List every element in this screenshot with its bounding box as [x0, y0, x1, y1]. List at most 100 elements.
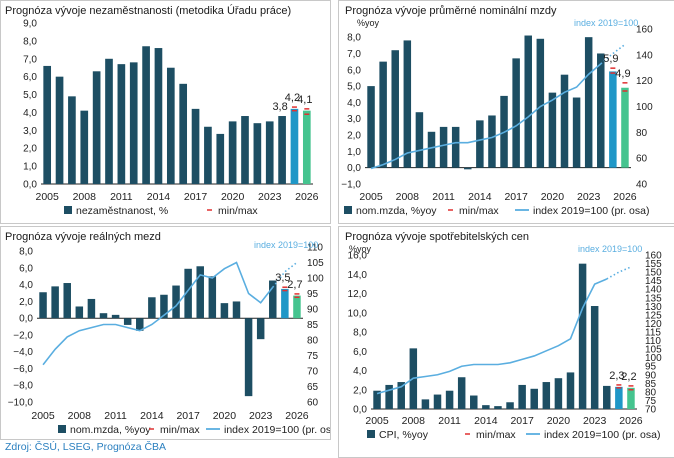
- legend-label: nom.mzda, %yoy: [356, 205, 437, 217]
- y2-tick-label: 85: [645, 379, 657, 390]
- x-tick-label: 2014: [474, 415, 498, 427]
- bar: [464, 167, 472, 170]
- y-tick-label: 3,0: [23, 126, 37, 137]
- bar: [99, 313, 108, 319]
- bar: [105, 58, 113, 184]
- y-tick-label: 3,0: [347, 114, 361, 125]
- unemployment-chart: 0,0 1,0 2,0 3,0 4,0 5,0 6,0 7,0 8,0 9,0 3,84,24,1 2…: [23, 19, 319, 218]
- chart-title: Prognóza vývoje reálných mezd: [5, 231, 161, 243]
- x-tick-label: 2017: [504, 191, 528, 203]
- index-line-forecast: [606, 266, 632, 280]
- x-tick-label: 2017: [176, 410, 200, 422]
- y-tick-label: 14,0: [348, 270, 368, 281]
- x-tick-label: 2011: [110, 191, 133, 203]
- bar: [204, 126, 212, 184]
- y-tick-label: 12,0: [348, 289, 368, 300]
- y-tick-label: 4,0: [353, 366, 367, 377]
- bar: [228, 121, 237, 184]
- x-tick-label: 2014: [147, 191, 171, 203]
- bar: [191, 108, 200, 184]
- y-tick-label: 2,0: [23, 144, 37, 155]
- bar: [584, 37, 593, 168]
- bar: [530, 388, 538, 409]
- y2-tick-label: 140: [645, 285, 662, 296]
- y-tick-label: 10,0: [348, 308, 368, 319]
- bar: [166, 67, 175, 184]
- right-axis-unit: index 2019=100: [574, 18, 638, 28]
- bar: [494, 406, 502, 409]
- x-tick-label: 2023: [249, 410, 273, 422]
- y2-tick-label: 40: [636, 180, 648, 191]
- bar: [554, 378, 563, 409]
- y2-tick-label: 100: [645, 353, 662, 364]
- y2-tick-label: 75: [307, 351, 319, 362]
- y2-tick-label: 95: [307, 289, 319, 300]
- bar: [154, 48, 163, 184]
- bar: [68, 96, 76, 184]
- right-axis-unit: index 2019=100: [578, 244, 642, 254]
- y2-tick-label: 140: [636, 50, 653, 61]
- data-label: 3,5: [275, 272, 290, 284]
- bar: [506, 402, 514, 409]
- bar: [597, 53, 605, 168]
- bar: [627, 387, 635, 409]
- bar: [179, 83, 188, 184]
- x-tick-label: 2011: [432, 191, 455, 203]
- bar: [111, 314, 120, 319]
- x-tick-label: 2020: [221, 191, 245, 203]
- data-label: 5,9: [603, 53, 618, 65]
- legend-label: min/max: [459, 205, 499, 217]
- bar: [148, 297, 156, 319]
- y2-tick-label: 70: [645, 405, 657, 416]
- bar: [220, 303, 229, 319]
- legend-swatch-bar: [344, 206, 352, 214]
- bar: [391, 50, 399, 168]
- bar: [136, 318, 144, 331]
- y-tick-label: 1,0: [347, 147, 361, 158]
- y-tick-label: 4,0: [347, 98, 361, 109]
- data-label: 4,9: [615, 68, 630, 80]
- y2-tick-label: 60: [636, 154, 648, 165]
- data-label: 3,8: [272, 101, 287, 113]
- bar: [160, 294, 168, 319]
- bar: [290, 108, 299, 184]
- bar: [427, 131, 436, 168]
- data-label: 4,2: [285, 92, 300, 104]
- bar: [241, 116, 249, 184]
- chart-title: Prognóza vývoje průměrné nominální mzdy: [345, 5, 557, 17]
- legend-label: nom.mzda, %yoy: [70, 424, 151, 436]
- y-tick-label: 2,0: [353, 385, 367, 396]
- bar: [451, 126, 460, 168]
- x-tick-label: 2020: [547, 415, 571, 427]
- source-note: Zdroj: ČSÚ, LSEG, Prognóza ČBA: [5, 441, 167, 453]
- bar: [603, 385, 611, 409]
- y2-tick-label: 150: [645, 268, 662, 279]
- y-tick-label: 8,0: [19, 247, 33, 258]
- legend-label: min/max: [476, 429, 516, 441]
- bar: [578, 263, 587, 409]
- legend-label: index 2019=100 (pr. osa): [533, 205, 649, 217]
- consumer-prices-chart: 0,02,04,06,08,010,012,014,016,0707580859…: [348, 244, 663, 441]
- y2-tick-label: 60: [307, 398, 319, 409]
- y2-tick-label: 100: [307, 274, 324, 285]
- y2-tick-label: 105: [307, 258, 324, 269]
- bar: [256, 318, 265, 340]
- bar: [476, 120, 484, 168]
- x-tick-label: 2014: [140, 410, 164, 422]
- bar: [542, 382, 551, 409]
- right-axis-unit: index 2019=100: [254, 240, 318, 250]
- bar: [566, 372, 575, 409]
- legend-label: index 2019=100 (pr. osa): [224, 424, 330, 436]
- bar: [536, 38, 545, 168]
- bar: [253, 123, 262, 184]
- y-tick-label: 16,0: [348, 251, 368, 262]
- bar: [92, 71, 101, 184]
- x-tick-label: 2014: [468, 191, 492, 203]
- bar: [373, 390, 381, 409]
- bar: [433, 394, 442, 409]
- y-tick-label: 0,0: [353, 405, 367, 416]
- y2-tick-label: 90: [645, 370, 657, 381]
- x-tick-label: 2026: [619, 415, 643, 427]
- bar: [281, 288, 289, 319]
- y-tick-label: 7,0: [23, 54, 37, 65]
